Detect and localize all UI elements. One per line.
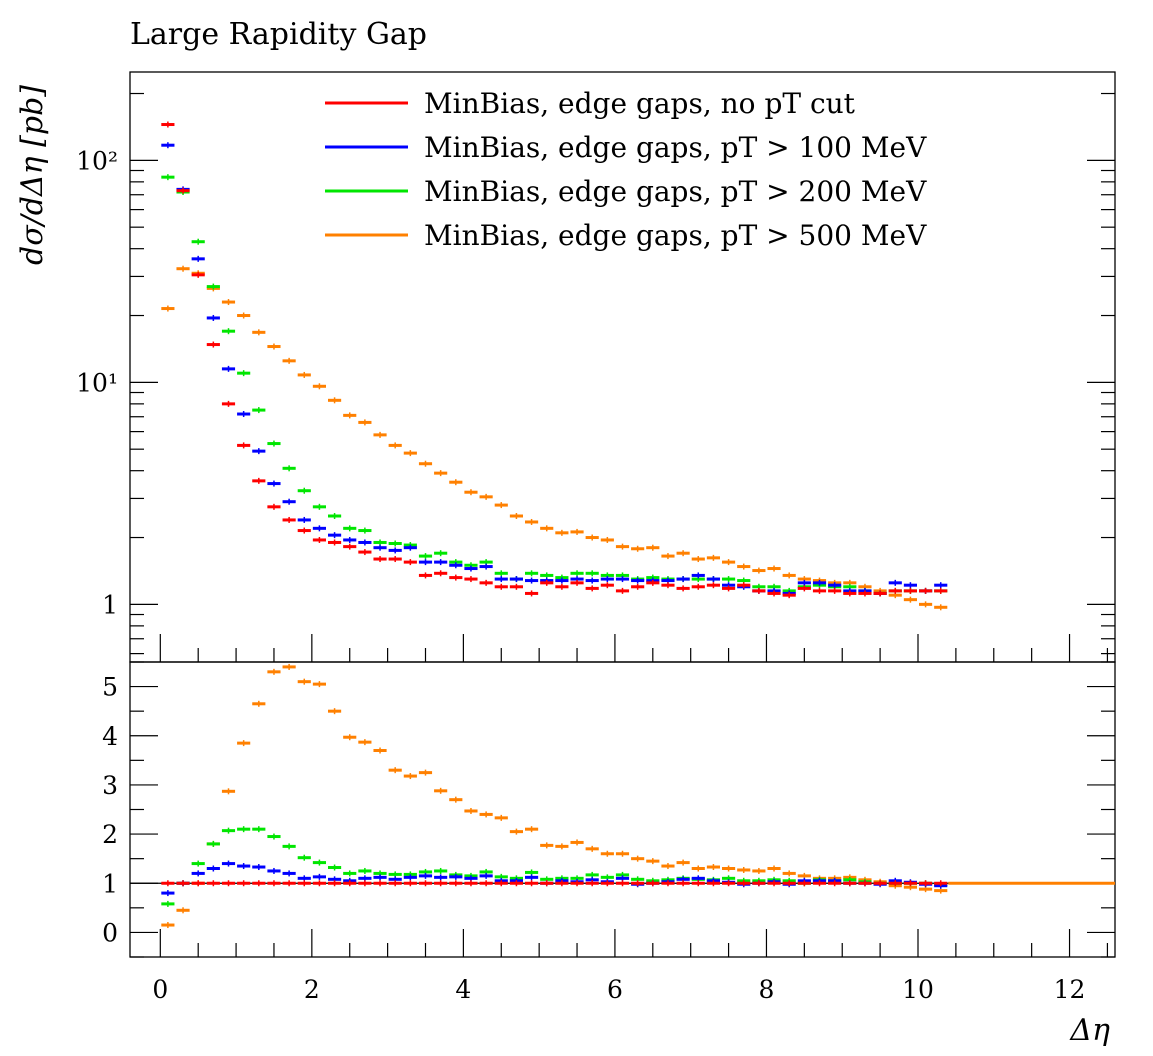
legend-label: MinBias, edge gaps, pT > 500 MeV: [424, 219, 927, 252]
main-panel: 1 10¹ 10²: [76, 71, 1116, 663]
series-main-0: [161, 121, 948, 599]
x-tick-label: 4: [455, 975, 471, 1004]
x-tick-label: 6: [607, 975, 623, 1004]
ratio-tick-label: 0: [102, 918, 118, 947]
x-tick-label: 2: [304, 975, 320, 1004]
y-tick-label: 1: [102, 590, 118, 619]
legend-label: MinBias, edge gaps, pT > 200 MeV: [424, 175, 927, 208]
ratio-tick-label: 2: [102, 820, 118, 849]
y-axis-label: dσ/dΔη [pb]: [15, 85, 50, 265]
svg-text:dσ/dΔη [pb]: dσ/dΔη [pb]: [15, 85, 50, 265]
series-main-1: [161, 142, 948, 597]
series-main-3: [161, 265, 948, 611]
legend: MinBias, edge gaps, no pT cut MinBias, ed…: [325, 87, 927, 252]
x-tick-label: 0: [152, 975, 168, 1004]
y-tick-label: 10²: [76, 146, 118, 175]
x-axis-label: Δη: [1069, 1013, 1110, 1048]
legend-label: MinBias, edge gaps, no pT cut: [424, 87, 856, 120]
series-ratio-3: [161, 663, 948, 929]
series-ratio-0: [161, 880, 948, 887]
x-tick-label: 8: [759, 975, 775, 1004]
x-tick-label: 12: [1054, 975, 1086, 1004]
series-ratio-2: [161, 826, 948, 907]
ratio-frame: [129, 661, 1116, 958]
chart-title: Large Rapidity Gap: [130, 17, 427, 52]
ratio-tick-label: 3: [102, 771, 118, 800]
ratio-tick-label: 1: [102, 869, 118, 898]
ratio-tick-label: 5: [102, 673, 118, 702]
y-tick-label: 10¹: [76, 368, 118, 397]
legend-label: MinBias, edge gaps, pT > 100 MeV: [424, 131, 927, 164]
ratio-tick-label: 4: [102, 722, 118, 751]
x-tick-label: 10: [902, 975, 934, 1004]
